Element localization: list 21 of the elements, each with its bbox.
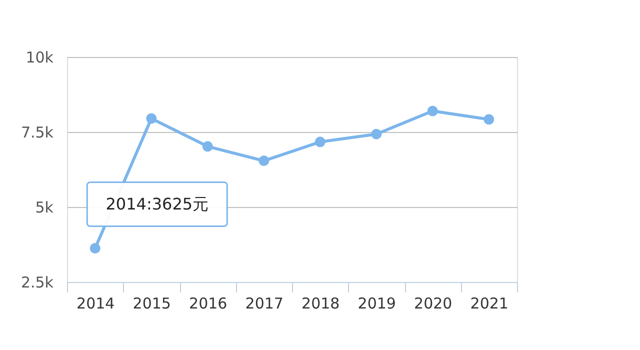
x-tick-label: 2016 xyxy=(189,294,228,312)
y-tick-label: 5k xyxy=(35,198,54,216)
x-tick-label: 2021 xyxy=(470,294,508,312)
point xyxy=(427,106,438,116)
x-tick-label: 2015 xyxy=(132,294,171,312)
x-tick-label: 2018 xyxy=(302,294,340,312)
x-tick-label: 2014 xyxy=(76,294,115,312)
y-tick-label: 10k xyxy=(26,48,54,66)
point xyxy=(371,128,382,140)
point xyxy=(314,136,326,148)
annotation: 2014:3625元 xyxy=(106,194,209,214)
x-tick-label: 2017 xyxy=(245,294,284,312)
point xyxy=(202,141,213,152)
y-tick-label: 2.5k xyxy=(20,274,54,292)
y-tick-label: 7.5k xyxy=(20,124,54,142)
x-tick-label: 2020 xyxy=(414,294,452,312)
point xyxy=(90,243,100,254)
point xyxy=(484,114,494,125)
point xyxy=(258,156,270,166)
point xyxy=(146,113,157,124)
x-tick-label: 2019 xyxy=(358,294,396,312)
